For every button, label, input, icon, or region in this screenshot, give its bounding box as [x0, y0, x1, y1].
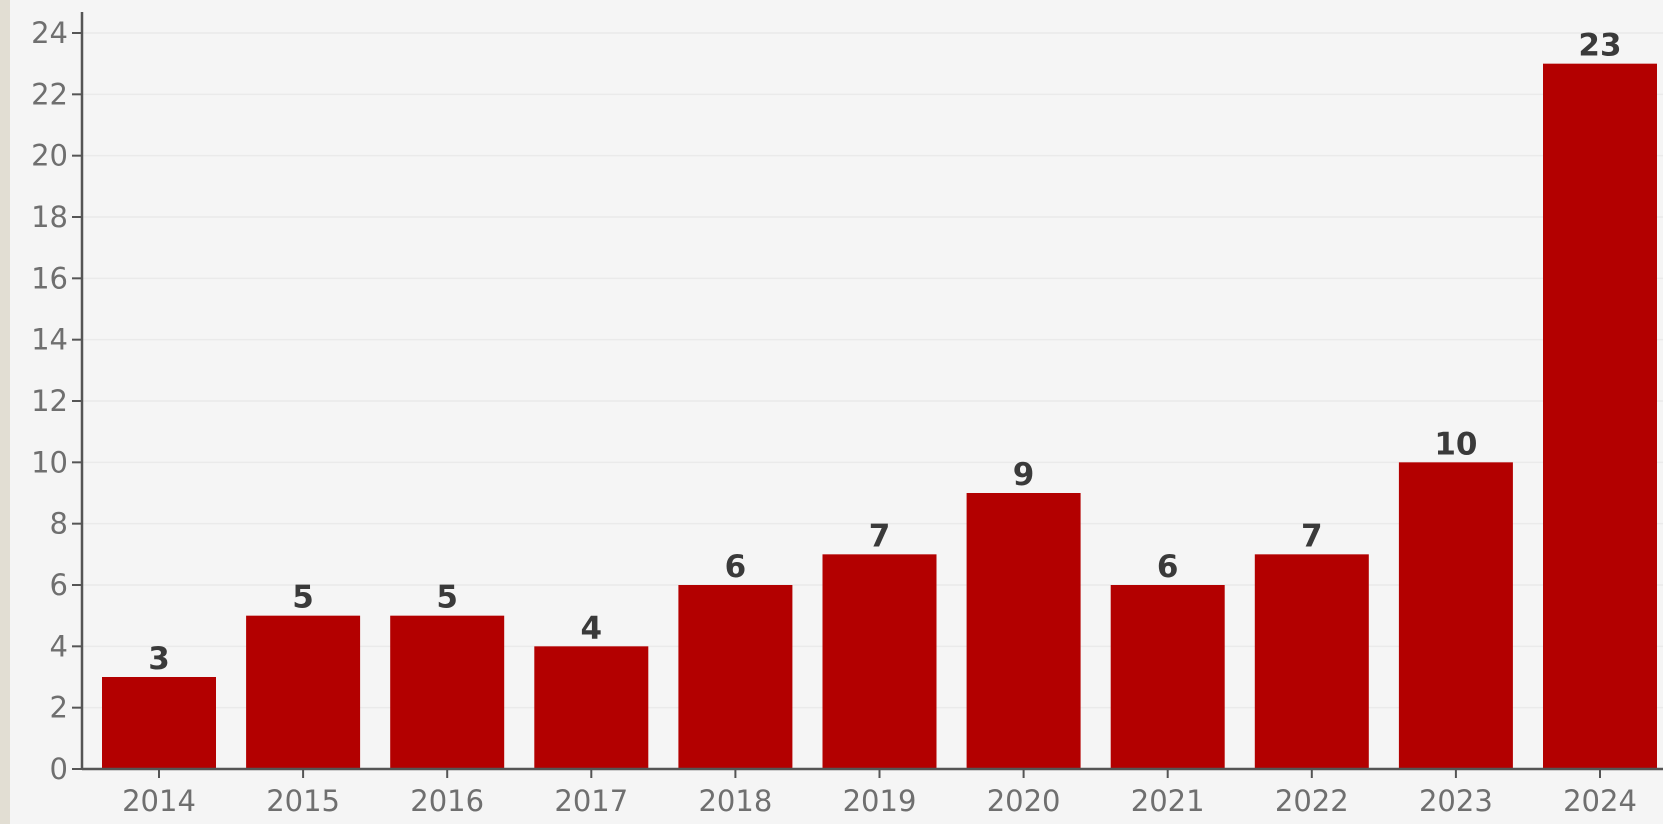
bar-data-label: 23 — [1578, 28, 1621, 64]
bar-data-label: 10 — [1434, 426, 1477, 462]
x-tick-label: 2022 — [1275, 784, 1349, 818]
y-tick-label: 22 — [31, 77, 68, 111]
y-tick-label: 0 — [50, 752, 68, 786]
bar-data-label: 5 — [292, 580, 314, 616]
y-tick-label: 8 — [50, 507, 68, 541]
bar — [678, 585, 793, 769]
bar-data-label: 9 — [1013, 457, 1035, 493]
bar-data-label: 3 — [148, 641, 170, 677]
bar — [102, 677, 216, 769]
x-tick-label: 2016 — [410, 784, 484, 818]
y-tick-label: 16 — [31, 261, 68, 295]
x-tick-label: 2020 — [987, 784, 1061, 818]
bar — [246, 615, 361, 769]
x-tick-label: 2023 — [1419, 784, 1493, 818]
x-tick-label: 2021 — [1131, 784, 1205, 818]
y-tick-label: 6 — [50, 568, 68, 602]
bar-data-label: 6 — [725, 549, 747, 585]
labels: 0246810121416182022243201452015520164201… — [31, 16, 1637, 818]
left-border-strip — [0, 0, 10, 824]
bars — [102, 63, 1657, 769]
bar-data-label: 7 — [869, 518, 891, 554]
x-tick-label: 2024 — [1563, 784, 1637, 818]
bar — [1543, 63, 1657, 769]
bar-data-label: 6 — [1157, 549, 1179, 585]
y-tick-label: 12 — [31, 384, 68, 418]
y-tick-label: 18 — [31, 200, 68, 234]
y-tick-label: 4 — [50, 629, 68, 663]
x-tick-label: 2018 — [698, 784, 772, 818]
bar — [1254, 554, 1369, 769]
axes — [72, 12, 1663, 778]
bar-data-label: 5 — [436, 580, 458, 616]
bar-data-label: 4 — [581, 610, 603, 646]
y-tick-label: 2 — [50, 691, 68, 725]
y-tick-label: 24 — [31, 16, 68, 50]
x-tick-label: 2015 — [266, 784, 340, 818]
bar — [822, 554, 937, 769]
y-tick-label: 10 — [31, 445, 68, 479]
y-tick-label: 14 — [31, 323, 68, 357]
bar — [966, 493, 1081, 769]
x-tick-label: 2019 — [843, 784, 917, 818]
bar — [1110, 585, 1225, 769]
bar — [390, 615, 505, 769]
x-tick-label: 2017 — [554, 784, 628, 818]
y-tick-label: 20 — [31, 139, 68, 173]
bar — [534, 646, 649, 769]
bar — [1398, 462, 1513, 769]
bar-data-label: 7 — [1301, 518, 1323, 554]
x-tick-label: 2014 — [122, 784, 196, 818]
